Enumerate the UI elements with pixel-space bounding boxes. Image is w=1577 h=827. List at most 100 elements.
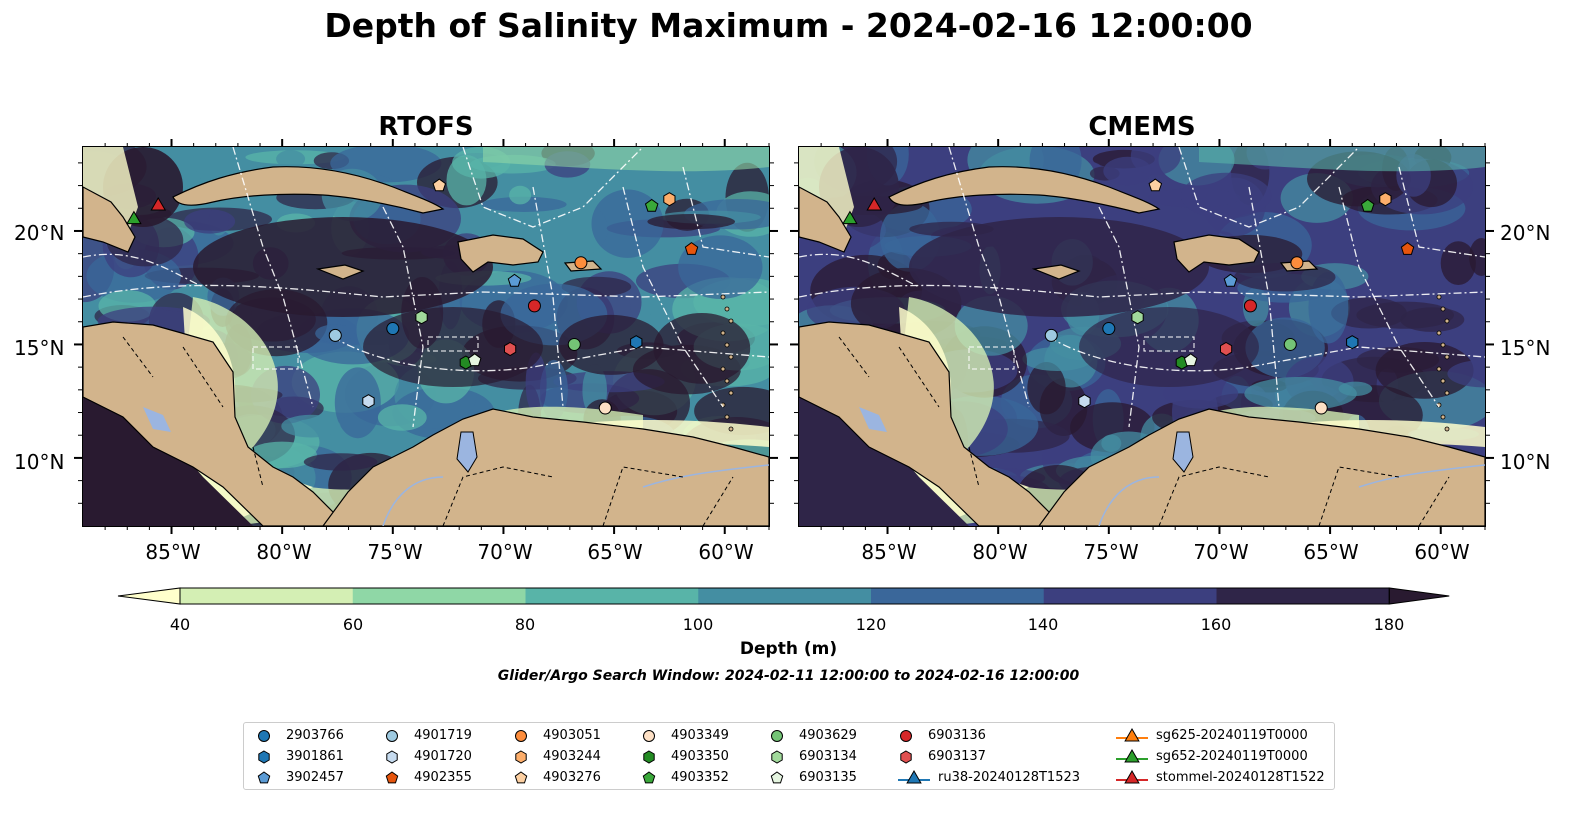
legend-label: sg652-20240119T0000 xyxy=(1156,749,1308,764)
colorbar xyxy=(117,587,1450,605)
float-marker-4903244 xyxy=(1379,192,1392,207)
land-island xyxy=(724,414,730,420)
shallow-band xyxy=(483,147,769,172)
colorbar-segment xyxy=(525,588,699,604)
float-marker-6903135 xyxy=(467,353,482,367)
legend-marker-icon xyxy=(900,750,912,764)
eez-box xyxy=(968,346,1015,370)
legend-label: 3902457 xyxy=(286,770,344,785)
float-marker-3901861 xyxy=(630,335,643,350)
depth-patch xyxy=(678,235,763,299)
legend-symbol xyxy=(771,730,783,742)
legend-label: 3901861 xyxy=(286,749,344,764)
legend-symbol xyxy=(386,750,398,764)
float-marker-4903629 xyxy=(1283,337,1297,351)
depth-patch xyxy=(1244,376,1357,411)
float-marker-4901720 xyxy=(362,394,375,409)
panel-title-cmems: CMEMS xyxy=(1088,112,1196,142)
float-marker-3901861 xyxy=(1346,335,1359,350)
land-island xyxy=(1436,330,1442,336)
lat-label-15-right: 15°N xyxy=(1500,336,1551,360)
depth-patch xyxy=(653,313,751,384)
legend-label: 4903349 xyxy=(671,728,729,743)
depth-patch xyxy=(481,196,567,212)
land-island xyxy=(724,306,730,312)
legend-symbol xyxy=(770,771,784,784)
float-marker-4903276 xyxy=(432,178,447,192)
land-island xyxy=(1444,390,1450,396)
legend-marker-icon xyxy=(642,771,656,784)
lon-label-65-rtofs: 65°W xyxy=(587,540,643,564)
depth-patch xyxy=(1469,238,1485,276)
legend-marker-icon xyxy=(386,730,398,742)
depth-patch xyxy=(281,414,341,438)
eez-boundary xyxy=(682,166,769,258)
lake-nicaragua xyxy=(859,407,887,432)
colorbar-extend-low xyxy=(117,587,181,605)
legend-label: 4903352 xyxy=(671,770,729,785)
lon-label-75-cmems: 75°W xyxy=(1083,540,1139,564)
legend-label: 4903350 xyxy=(671,749,729,764)
map-cmems[interactable] xyxy=(798,146,1486,527)
legend-marker-icon xyxy=(900,730,912,742)
eez-boundary xyxy=(332,336,769,372)
legend-label: sg625-20240119T0000 xyxy=(1156,728,1308,743)
lon-label-80-cmems: 80°W xyxy=(972,540,1028,564)
eez-boundary xyxy=(462,147,644,228)
colorbar-tick-60: 60 xyxy=(342,615,364,634)
lat-label-20-left: 20°N xyxy=(14,221,65,245)
country-borders xyxy=(838,336,1450,526)
legend-symbol xyxy=(515,750,527,764)
eez-boundary xyxy=(1178,147,1360,228)
float-marker-6903134 xyxy=(415,310,428,325)
colorbar-tick-100: 100 xyxy=(682,615,714,634)
legend-marker-icon xyxy=(514,771,528,784)
land-island xyxy=(728,354,734,360)
colorbar-extend-high xyxy=(1388,587,1450,605)
legend-marker-icon xyxy=(257,771,271,784)
legend-label: 4903051 xyxy=(543,728,601,743)
land-island xyxy=(728,390,734,396)
map-rtofs[interactable] xyxy=(82,146,770,527)
land-cuba xyxy=(172,166,445,214)
float-marker-4901719 xyxy=(1044,328,1058,342)
legend-symbol xyxy=(643,750,655,764)
land-hispaniola xyxy=(1173,234,1260,273)
land-island xyxy=(728,426,734,432)
land-central-america xyxy=(83,321,349,526)
depth-patch xyxy=(1027,362,1066,415)
depth-patch xyxy=(647,214,735,230)
depth-patch xyxy=(276,150,306,168)
eez-boundary xyxy=(799,284,1485,298)
legend-symbol xyxy=(900,750,912,764)
river xyxy=(382,464,769,526)
legend-symbol xyxy=(258,730,270,742)
legend-marker-icon xyxy=(386,750,398,764)
deep-region xyxy=(1079,307,1259,387)
land-island xyxy=(1436,294,1442,300)
float-marker-4902355 xyxy=(1400,241,1415,255)
eez-boundary xyxy=(83,253,204,288)
legend-symbol xyxy=(771,750,783,764)
float-marker-6903136 xyxy=(1243,299,1257,313)
depth-patch xyxy=(1103,156,1152,186)
colorbar-tick-140: 140 xyxy=(1027,615,1059,634)
float-marker-2903766 xyxy=(1102,322,1116,336)
lon-label-85-rtofs: 85°W xyxy=(145,540,201,564)
float-marker-4902355 xyxy=(684,241,699,255)
depth-patch xyxy=(1356,301,1454,329)
lat-label-20-right: 20°N xyxy=(1500,221,1551,245)
glider-marker-stommel-20240128T1522 xyxy=(150,197,167,211)
eez-boundary xyxy=(1048,336,1485,372)
land-island xyxy=(720,330,726,336)
depth-patch xyxy=(558,314,664,375)
float-marker-4901719 xyxy=(328,328,342,342)
legend-label: 4903244 xyxy=(543,749,601,764)
float-marker-4903349 xyxy=(1314,401,1328,415)
eez-boundary xyxy=(1398,166,1485,258)
legend-triangle xyxy=(1124,727,1140,742)
legend-marker-icon xyxy=(771,730,783,742)
land-island xyxy=(1444,354,1450,360)
colorbar-segment xyxy=(180,588,354,604)
legend-symbol xyxy=(642,771,656,784)
